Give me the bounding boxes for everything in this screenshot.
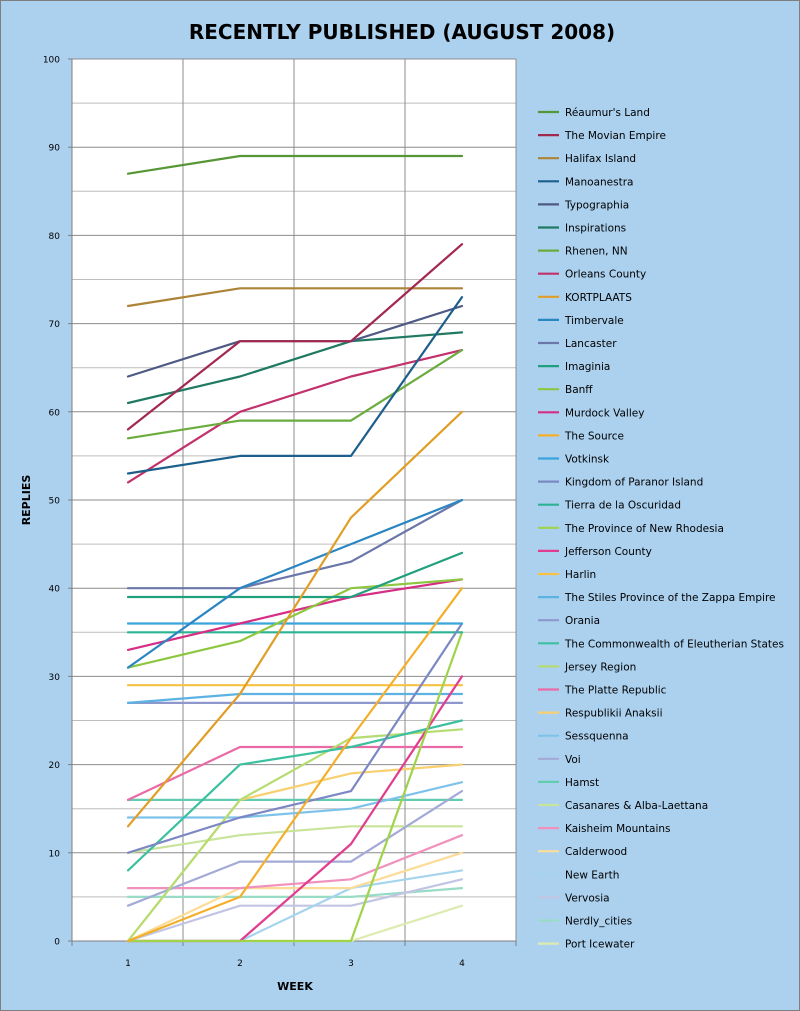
x-tick-label: 3 [348, 959, 354, 969]
legend-entry: Orleans County [565, 269, 646, 281]
y-axis-label: REPLIES [20, 475, 33, 526]
legend-entry: Manoanestra [565, 176, 633, 188]
y-axis: 0 10 20 30 40 50 60 70 80 90 100 [43, 56, 73, 948]
series-line [126, 243, 464, 431]
legend: Réaumur's Land The Movian Empire Halifax I… [538, 107, 784, 951]
y-tick-label: 100 [43, 56, 60, 66]
legend-entry: Nerdly_cities [565, 916, 632, 928]
series-line [126, 154, 464, 175]
legend-entry: New Earth [565, 869, 619, 881]
series-line [126, 745, 464, 802]
series-line [126, 631, 464, 943]
y-tick-label: 50 [49, 497, 61, 507]
series-line [126, 498, 464, 669]
legend-entry: Inspirations [565, 223, 626, 235]
chart-title: RECENTLY PUBLISHED (AUGUST 2008) [189, 20, 615, 44]
legend-entry: Rhenen, NN [565, 246, 628, 258]
legend-entry: Typographia [564, 199, 629, 211]
legend-entry: Harlin [565, 569, 596, 581]
y-tick-label: 30 [49, 673, 61, 683]
legend-entry: Réaumur's Land [565, 107, 650, 119]
x-axis-label: WEEK [277, 980, 313, 993]
legend-entry: Casanares & Alba-Laettana [565, 800, 708, 812]
series-line [126, 349, 464, 440]
series-line [126, 878, 464, 943]
legend-entry: The Commonwealth of Eleutherian States [564, 638, 784, 650]
legend-entry: Timbervale [564, 315, 624, 327]
legend-entry: The Source [564, 430, 624, 442]
series-line [126, 719, 464, 872]
legend-entry: Votkinsk [565, 454, 610, 466]
legend-entry: Sessquenna [565, 731, 629, 743]
legend-entry: Tierra de la Oscuridad [564, 500, 681, 512]
y-tick-label: 40 [49, 585, 61, 595]
legend-entry: The Province of New Rhodesia [564, 523, 724, 535]
legend-entry: Calderwood [565, 846, 627, 858]
legend-entry: Banff [565, 384, 593, 396]
legend-entry: Imaginia [565, 361, 610, 373]
y-tick-label: 20 [49, 761, 61, 771]
y-tick-label: 60 [49, 408, 61, 418]
y-tick-label: 80 [49, 232, 61, 242]
y-tick-label: 10 [49, 849, 61, 859]
legend-entry: Vervosia [565, 892, 610, 904]
y-tick-label: 0 [54, 938, 60, 948]
legend-entry: The Platte Republic [564, 685, 667, 697]
legend-entry: Respublikii Anaksii [565, 708, 662, 720]
x-tick-label: 2 [237, 959, 243, 969]
y-tick-label: 70 [49, 320, 61, 330]
series-line [126, 851, 464, 943]
x-tick-label: 1 [125, 959, 131, 969]
legend-entry: The Movian Empire [564, 130, 666, 142]
legend-entry: Lancaster [565, 338, 617, 350]
legend-entry: Murdock Valley [565, 407, 644, 419]
legend-entry: Voi [565, 754, 581, 766]
series-line [126, 498, 464, 590]
legend-entry: The Stiles Province of the Zappa Empire [564, 592, 776, 604]
legend-entry: Port Icewater [565, 939, 635, 951]
series-line [126, 692, 464, 705]
legend-entry: Orania [565, 615, 600, 627]
series-line [126, 578, 464, 652]
legend-entry: Jersey Region [564, 661, 636, 673]
legend-entry: Hamst [565, 777, 599, 789]
x-tick-label: 4 [459, 959, 465, 969]
series-line [126, 296, 464, 475]
series-line [126, 349, 464, 484]
series-line [126, 834, 464, 890]
legend-entry: KORTPLAATS [565, 292, 632, 304]
gridlines [71, 58, 517, 942]
series-line [126, 789, 464, 907]
series-line [126, 287, 464, 308]
legend-entry: Jefferson County [564, 546, 652, 558]
series-line [126, 551, 464, 599]
series-line [126, 578, 464, 669]
series-line [126, 587, 464, 943]
series-lines [126, 154, 464, 943]
series-line [126, 622, 464, 854]
legend-entry: Kaisheim Mountains [565, 823, 671, 835]
series-line [126, 331, 464, 405]
legend-entry: Kingdom of Paranor Island [565, 477, 703, 489]
legend-entry: Halifax Island [565, 153, 636, 165]
series-line [126, 410, 464, 828]
y-tick-label: 90 [49, 144, 61, 154]
